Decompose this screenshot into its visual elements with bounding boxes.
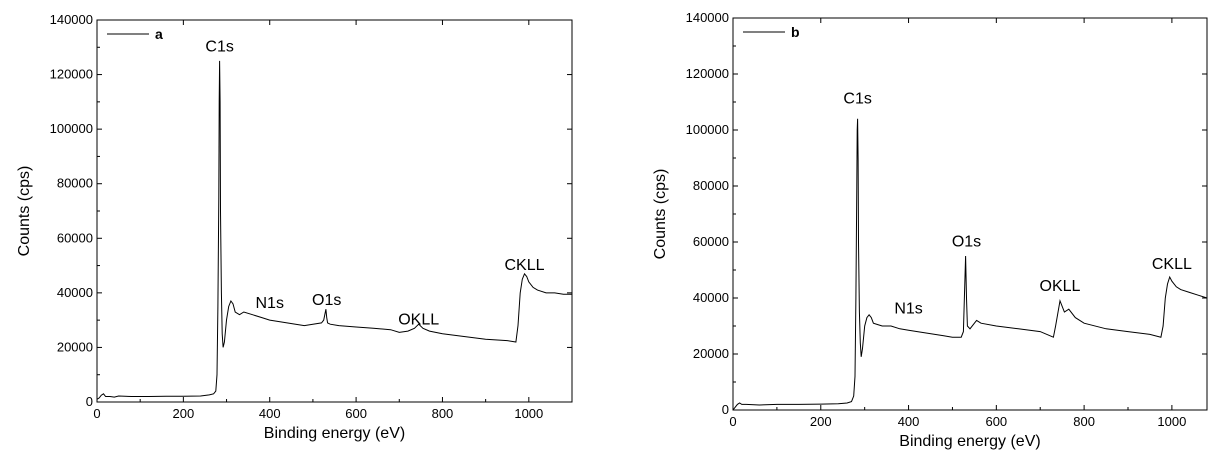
chart-b-x-tick-label: 600 bbox=[985, 414, 1007, 429]
chart-b-y-tick-label: 80000 bbox=[693, 178, 729, 193]
chart-a-series-line bbox=[96, 60, 572, 400]
chart-a-y-tick-label: 100000 bbox=[50, 121, 93, 136]
chart-a-y-tick-label: 40000 bbox=[57, 285, 93, 300]
chart-a-x-tick-label: 0 bbox=[93, 406, 100, 421]
chart-a-x-tick-label: 800 bbox=[432, 406, 454, 421]
chart-a-x-axis-label: Binding energy (eV) bbox=[264, 425, 405, 442]
chart-b-y-tick-label: 140000 bbox=[686, 10, 729, 25]
chart-b-y-tick-label: 0 bbox=[722, 402, 729, 417]
chart-a-peak-label: O1s bbox=[312, 292, 341, 309]
chart-b-x-tick-label: 1000 bbox=[1157, 414, 1186, 429]
chart-b-y-tick-label: 120000 bbox=[686, 66, 729, 81]
chart-b-y-tick-label: 40000 bbox=[693, 290, 729, 305]
chart-b-peak-label: O1s bbox=[952, 233, 981, 250]
chart-a-peak-label: CKLL bbox=[504, 257, 544, 274]
chart-b-y-tick-label: 100000 bbox=[686, 122, 729, 137]
chart-a-legend-label: a bbox=[155, 26, 163, 42]
chart-a-x-tick-label: 400 bbox=[259, 406, 281, 421]
chart-a-peak-label: N1s bbox=[256, 295, 284, 312]
chart-a-x-tick-label: 1000 bbox=[514, 406, 543, 421]
chart-b-x-tick-label: 800 bbox=[1073, 414, 1095, 429]
chart-b-peak-label: CKLL bbox=[1152, 256, 1192, 273]
chart-a-y-axis-label: Counts (cps) bbox=[16, 166, 33, 257]
chart-b-x-tick-label: 200 bbox=[810, 414, 832, 429]
chart-b-peak-label: OKLL bbox=[1040, 278, 1081, 295]
chart-b: 0 20000 40000 60000 80000 100000 120000 140000 0… bbox=[652, 10, 1208, 450]
chart-b-y-axis-label: Counts (cps) bbox=[652, 169, 669, 260]
chart-a-y-tick-label: 0 bbox=[86, 394, 93, 409]
chart-b-peak-label: N1s bbox=[894, 301, 922, 318]
chart-b-x-tick-label: 400 bbox=[898, 414, 920, 429]
chart-a-y-tick-label: 60000 bbox=[57, 230, 93, 245]
chart-b-series-line bbox=[732, 118, 1208, 411]
chart-b-peak-label: C1s bbox=[843, 91, 871, 108]
chart-a-y-tick-label: 140000 bbox=[50, 12, 93, 27]
chart-a-y-tick-label: 80000 bbox=[57, 176, 93, 191]
chart-a-y-tick-label: 120000 bbox=[50, 67, 93, 82]
chart-b-x-tick-label: 0 bbox=[729, 414, 736, 429]
chart-a-peak-label: C1s bbox=[205, 38, 233, 55]
chart-a-x-tick-label: 600 bbox=[345, 406, 367, 421]
chart-b-x-axis-label: Binding energy (eV) bbox=[899, 433, 1040, 450]
chart-a-peak-label: OKLL bbox=[398, 311, 439, 328]
chart-a-plot-frame bbox=[96, 19, 573, 403]
chart-a: 0 20000 40000 60000 80000 100000 120000 140000 0… bbox=[16, 12, 573, 442]
chart-b-y-tick-label: 60000 bbox=[693, 234, 729, 249]
chart-b-plot-frame bbox=[732, 17, 1208, 411]
chart-a-x-tick-label: 200 bbox=[173, 406, 195, 421]
chart-a-y-tick-label: 20000 bbox=[57, 339, 93, 354]
chart-b-y-tick-label: 20000 bbox=[693, 346, 729, 361]
chart-b-legend-label: b bbox=[791, 24, 800, 40]
